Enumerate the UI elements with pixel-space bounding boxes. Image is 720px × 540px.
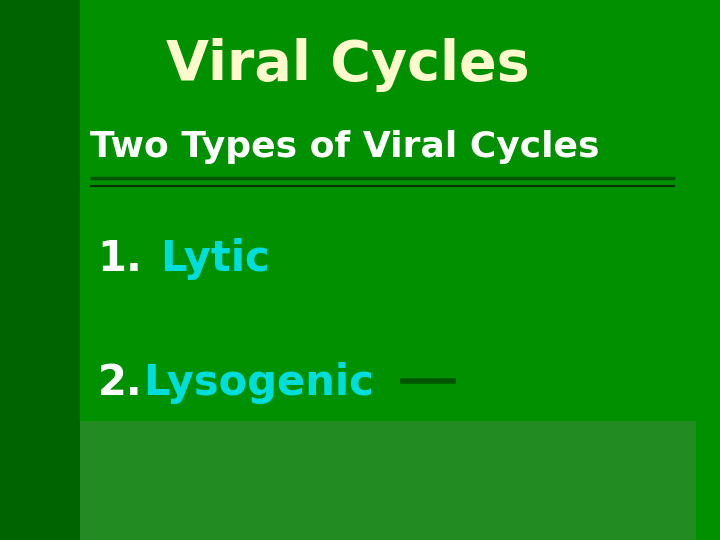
Text: Viral Cycles: Viral Cycles xyxy=(166,38,530,92)
Text: Two Types of Viral Cycles: Two Types of Viral Cycles xyxy=(91,130,600,164)
Text: Lytic: Lytic xyxy=(160,238,270,280)
Text: 1.: 1. xyxy=(97,238,143,280)
FancyBboxPatch shape xyxy=(0,0,80,540)
Text: Lysogenic: Lysogenic xyxy=(143,362,374,404)
FancyBboxPatch shape xyxy=(80,421,696,540)
Text: 2.: 2. xyxy=(97,362,142,404)
